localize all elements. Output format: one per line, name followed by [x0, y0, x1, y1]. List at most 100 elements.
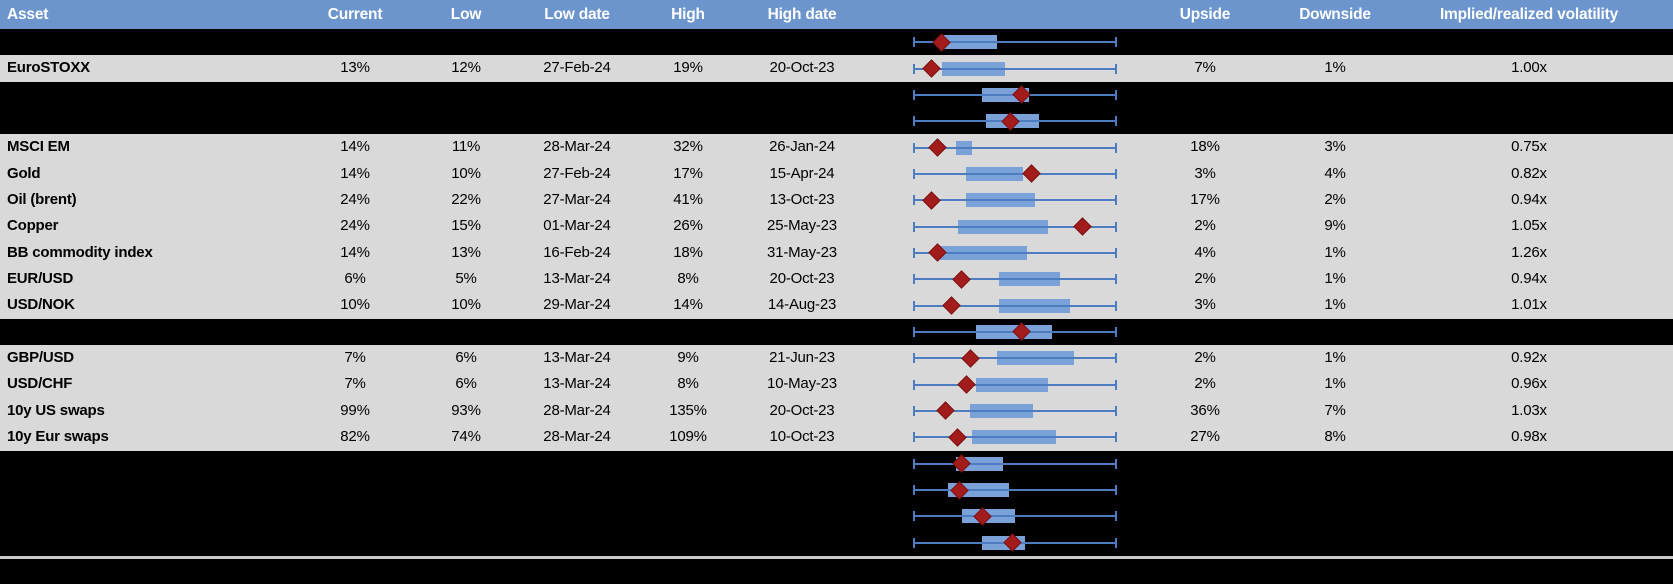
high-date-cell: 20-Oct-23: [769, 270, 835, 288]
high-cell: 109%: [669, 428, 707, 446]
upside-cell: 2%: [1194, 349, 1216, 367]
downside-cell: 7%: [1324, 401, 1346, 419]
current-marker-icon: [952, 270, 972, 289]
whisker-cap-left: [913, 274, 915, 285]
whisker-cap-right: [1115, 458, 1117, 469]
current-cell: [300, 477, 410, 503]
current-cell: [300, 108, 410, 134]
whisker-cap-right: [1115, 247, 1117, 258]
table-row: [0, 503, 1673, 530]
boxplot: [913, 213, 1117, 239]
high-date-cell: 25-May-23: [767, 217, 837, 235]
boxplot: [913, 240, 1117, 266]
implied-realized-vol-cell: 0.94x: [1511, 270, 1547, 288]
high-cell: [632, 319, 744, 345]
high-cell: [632, 82, 744, 108]
boxplot: [913, 55, 1117, 81]
upside-cell: [1125, 108, 1285, 134]
boxplot-cell: [860, 134, 1125, 160]
whisker-line: [913, 41, 1117, 44]
low-date-cell: 01-Mar-24: [543, 217, 611, 235]
high-date-cell: 26-Jan-24: [769, 138, 835, 156]
whisker-line: [913, 67, 1117, 70]
whisker-line: [913, 515, 1117, 518]
high-cell: [632, 451, 744, 477]
current-cell: 7%: [344, 375, 366, 393]
upside-cell: [1125, 29, 1285, 55]
upside-cell: 2%: [1194, 375, 1216, 393]
current-cell: [300, 82, 410, 108]
high-cell: 9%: [677, 349, 699, 367]
implied-realized-vol-cell: 0.82x: [1511, 164, 1547, 182]
col-header-high-date: High date: [767, 6, 837, 23]
boxplot: [913, 82, 1117, 108]
downside-cell: 1%: [1324, 270, 1346, 288]
boxplot-cell: [860, 503, 1125, 529]
upside-cell: [1125, 319, 1285, 345]
high-cell: [632, 530, 744, 556]
col-header-current: Current: [327, 6, 383, 23]
asset-cell: EUR/USD: [7, 270, 74, 288]
low-cell: 13%: [451, 243, 481, 261]
whisker-line: [913, 199, 1117, 202]
current-cell: 82%: [340, 428, 370, 446]
current-marker-icon: [960, 349, 980, 368]
whisker-line: [913, 383, 1117, 386]
asset-cell: [0, 451, 300, 477]
asset-cell: USD/CHF: [7, 375, 73, 393]
table-row: [0, 29, 1673, 56]
implied-realized-vol-cell: [1385, 108, 1673, 134]
whisker-cap-left: [913, 326, 915, 337]
table-row: [0, 450, 1673, 477]
high-date-cell: [744, 503, 860, 529]
downside-cell: 1%: [1324, 349, 1346, 367]
low-cell: [410, 530, 522, 556]
current-cell: 10%: [340, 296, 370, 314]
implied-realized-vol-cell: [1385, 451, 1673, 477]
upside-cell: [1125, 477, 1285, 503]
low-cell: [410, 451, 522, 477]
boxplot: [913, 29, 1117, 55]
boxplot: [913, 371, 1117, 397]
whisker-cap-left: [913, 168, 915, 179]
whisker-cap-right: [1115, 432, 1117, 443]
high-date-cell: [744, 319, 860, 345]
whisker-cap-left: [913, 116, 915, 127]
boxplot: [913, 134, 1117, 160]
downside-cell: 9%: [1324, 217, 1346, 235]
low-cell: 6%: [455, 349, 477, 367]
low-cell: [410, 319, 522, 345]
whisker-cap-left: [913, 142, 915, 153]
high-cell: 8%: [677, 375, 699, 393]
high-date-cell: 14-Aug-23: [767, 296, 837, 314]
table-row: Copper 24% 15% 01-Mar-24 26% 25-May-23 2…: [0, 213, 1673, 240]
asset-cell: GBP/USD: [7, 349, 74, 367]
boxplot-cell: [860, 371, 1125, 397]
low-date-cell: [522, 530, 632, 556]
asset-cell: Copper: [7, 217, 59, 235]
boxplot-cell: [860, 82, 1125, 108]
low-cell: 11%: [451, 138, 481, 156]
low-cell: 6%: [455, 375, 477, 393]
low-cell: 93%: [451, 401, 481, 419]
whisker-cap-left: [913, 247, 915, 258]
asset-cell: [0, 108, 300, 134]
whisker-cap-left: [913, 379, 915, 390]
high-cell: 14%: [673, 296, 703, 314]
asset-cell: EuroSTOXX: [7, 59, 90, 77]
current-cell: [300, 451, 410, 477]
high-cell: [632, 108, 744, 134]
high-cell: 18%: [673, 243, 703, 261]
implied-realized-vol-cell: [1385, 29, 1673, 55]
low-date-cell: [522, 319, 632, 345]
high-cell: 135%: [669, 401, 707, 419]
table-body: EuroSTOXX 13% 12% 27-Feb-24 19% 20-Oct-2…: [0, 29, 1673, 556]
current-cell: 14%: [340, 138, 370, 156]
col-header-low: Low: [450, 6, 482, 23]
whisker-cap-right: [1115, 405, 1117, 416]
current-cell: [300, 319, 410, 345]
high-date-cell: [744, 530, 860, 556]
upside-cell: 3%: [1194, 164, 1216, 182]
current-marker-icon: [936, 401, 955, 421]
asset-cell: [0, 530, 300, 556]
